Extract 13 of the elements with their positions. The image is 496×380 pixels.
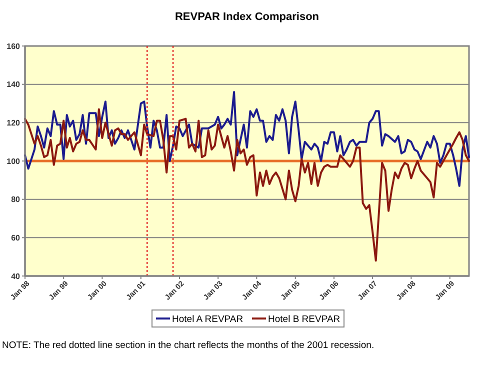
y-tick-label: 40	[11, 272, 21, 281]
chart-title: REVPAR Index Comparison	[174, 11, 320, 23]
text: NOTE: The red dotted line section in the chart reflects the months of the 2001 recession.	[2, 340, 374, 351]
y-tick-label: 120	[6, 118, 21, 128]
line-series	[24, 91, 470, 187]
y-tick-label: 160	[6, 42, 21, 51]
line-series	[24, 108, 470, 262]
y-tick-label: 80	[11, 195, 21, 204]
y-tick-label: 100	[6, 156, 21, 166]
y-tick-label: 60	[11, 233, 21, 242]
y-tick-label: 140	[6, 80, 21, 90]
legend-label: Hotel A REVPAR	[172, 314, 244, 325]
legend-label: Hotel B REVPAR	[268, 314, 340, 325]
